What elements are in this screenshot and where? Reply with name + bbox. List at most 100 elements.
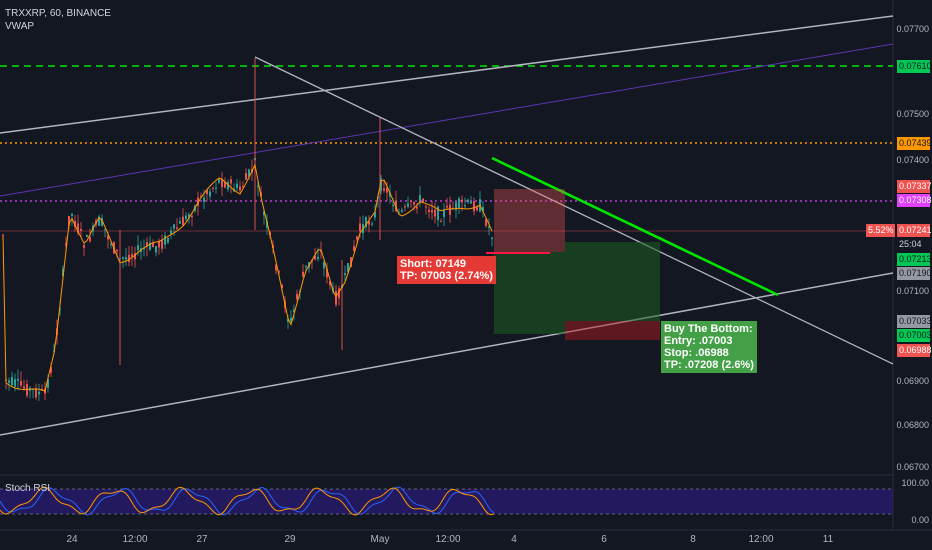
- short-note-line: Short: 07149: [400, 258, 467, 270]
- time-label: 12:00: [122, 534, 148, 545]
- time-label: 11: [822, 534, 834, 545]
- time-label: 12:00: [748, 534, 774, 545]
- candle-body: [116, 249, 118, 252]
- candle-body: [470, 201, 472, 204]
- stoch-upper-label: 100.00: [901, 478, 929, 488]
- stoch-band: [0, 489, 893, 514]
- long-trade-note[interactable]: Buy The Bottom: Entry: .07003 Stop: .069…: [661, 321, 757, 373]
- candle-body: [65, 243, 67, 246]
- candle-body: [173, 224, 175, 229]
- price-label: 0.06700: [896, 462, 929, 472]
- candle-body: [131, 253, 133, 257]
- channel-bottom-line[interactable]: [0, 272, 894, 436]
- candle-body: [23, 386, 25, 389]
- candle-body: [449, 204, 451, 215]
- stoch-legend[interactable]: Stoch RSI: [5, 483, 51, 494]
- candle-body: [212, 187, 214, 189]
- price-label: 0.07500: [896, 109, 929, 119]
- candle-body: [281, 284, 283, 288]
- candle-body: [17, 378, 19, 381]
- candle-body: [200, 195, 202, 197]
- price-label: 0.06800: [896, 420, 929, 430]
- green-projection-line[interactable]: [491, 156, 779, 297]
- candle-body: [419, 195, 421, 202]
- candle-body: [278, 271, 280, 273]
- tp-short-tag: 0.07213: [897, 253, 932, 266]
- bar-countdown: 25:04: [897, 238, 930, 251]
- candle-body: [461, 199, 463, 203]
- candle-body: [485, 219, 487, 226]
- red-level-tag: 0.07337: [897, 180, 932, 193]
- candle-body: [149, 242, 151, 250]
- candle-body: [482, 207, 484, 212]
- candle-body: [326, 268, 328, 278]
- candle-body: [365, 217, 367, 227]
- candle-body: [290, 317, 292, 321]
- candle-body: [110, 243, 112, 246]
- candle-body: [191, 216, 193, 218]
- candle-body: [209, 191, 211, 197]
- candle-body: [155, 246, 157, 253]
- candle-body: [473, 201, 475, 212]
- candle-body: [467, 199, 469, 203]
- short-note-line: TP: 07003 (2.74%): [400, 270, 493, 282]
- candle-body: [71, 213, 73, 216]
- candle-body: [410, 200, 412, 203]
- candle-body: [392, 204, 394, 207]
- stoch-series-line: [0, 486, 495, 516]
- candle-body: [122, 257, 124, 259]
- long-note-line: TP: .07208 (2.6%): [664, 359, 754, 371]
- short-stop-zone[interactable]: [494, 189, 565, 252]
- candle-body: [413, 202, 415, 205]
- orange-level-tag: 0.07439: [897, 137, 932, 150]
- stoch-series-line: [0, 486, 495, 516]
- time-label: 27: [196, 534, 208, 545]
- short-target-zone[interactable]: [494, 252, 565, 334]
- candle-body: [158, 240, 160, 248]
- candle-body: [104, 228, 106, 230]
- candle-body: [443, 209, 445, 218]
- candle-body: [389, 192, 391, 197]
- candle-body: [347, 263, 349, 273]
- candle-body: [137, 245, 139, 251]
- channel-top-line[interactable]: [0, 15, 894, 134]
- time-label: 8: [690, 534, 696, 545]
- short-trade-note[interactable]: Short: 07149 TP: 07003 (2.74%): [397, 256, 496, 284]
- candle-body: [404, 206, 406, 208]
- candle-body: [344, 273, 346, 275]
- symbol-legend[interactable]: TRXXRP, 60, BINANCE: [5, 8, 111, 19]
- candle-body: [35, 388, 37, 398]
- candle-body: [239, 186, 241, 191]
- candle-body: [188, 214, 190, 218]
- candle-body: [416, 207, 418, 209]
- candle-body: [98, 216, 100, 226]
- candle-body: [143, 248, 145, 250]
- candlestick-series: [2, 58, 493, 401]
- long-stop-zone[interactable]: [565, 321, 660, 340]
- change-pct-tag: 5.52%: [866, 224, 895, 237]
- candle-body: [206, 189, 208, 195]
- candle-body: [425, 206, 427, 208]
- candle-body: [221, 179, 223, 187]
- price-label: 0.07100: [896, 286, 929, 296]
- candle-body: [167, 237, 169, 243]
- descending-trend-line[interactable]: [254, 56, 894, 365]
- candle-body: [245, 173, 247, 180]
- candle-body: [386, 187, 388, 193]
- candle-body: [356, 236, 358, 240]
- candle-body: [164, 235, 166, 245]
- candle-body: [353, 246, 355, 251]
- candle-body: [128, 254, 130, 263]
- time-label: 4: [511, 534, 517, 545]
- time-label: 24: [66, 534, 78, 545]
- long-target-zone[interactable]: [565, 242, 660, 321]
- purple-trend-line[interactable]: [0, 43, 894, 197]
- candle-body: [74, 221, 76, 227]
- candle-body: [422, 198, 424, 203]
- candle-body: [203, 197, 205, 202]
- candle-body: [80, 229, 82, 231]
- indicator-legend[interactable]: VWAP: [5, 21, 35, 32]
- candle-body: [86, 235, 88, 238]
- candle-body: [329, 281, 331, 286]
